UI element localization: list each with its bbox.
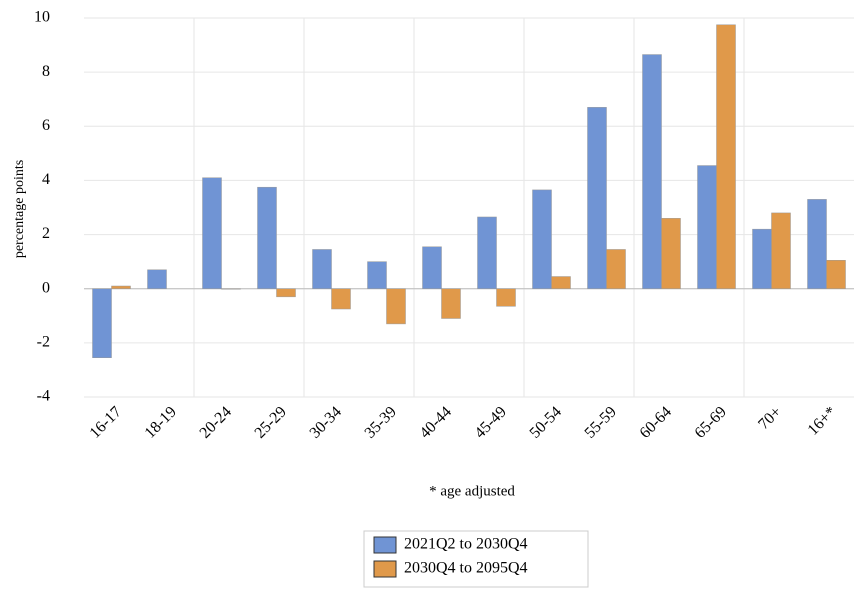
y-tick-label: 2 [42,225,50,242]
bar [257,186,277,289]
legend-box [363,530,589,588]
bar [202,177,222,289]
bar [532,189,552,289]
bar [477,216,497,289]
x-tick-label: 55-59 [582,403,620,441]
bar [276,288,296,298]
x-tick-label: 35-39 [362,403,400,441]
x-tick-label: 16-17 [87,403,125,441]
x-tick-label: 30-34 [307,403,345,441]
y-tick-label: -4 [37,388,50,405]
x-tick-label: 65-69 [692,403,730,441]
bar [92,288,112,358]
bar [367,261,387,289]
x-tick-label: 25-29 [252,403,290,441]
bar [496,288,516,307]
x-tick-label: 20-24 [197,403,235,441]
bar [771,212,791,289]
x-tick-label: 45-49 [472,403,510,441]
legend-label: 2030Q4 to 2095Q4 [404,560,528,577]
x-tick-label: 40-44 [417,403,455,441]
bar [807,199,827,289]
bar [661,218,681,289]
x-tick-label: 18-19 [142,403,180,441]
y-tick-label: 6 [42,117,50,134]
bar [111,285,131,289]
legend-label: 2021Q2 to 2030Q4 [404,536,528,553]
y-tick-label: 0 [42,279,50,296]
bar [331,288,351,310]
note: * age adjusted [429,483,515,499]
bar [752,228,772,289]
y-axis-label: percentage points [12,160,27,258]
x-tick-label: 70+ [755,403,785,433]
bar [826,260,846,289]
x-tick-label: 50-54 [527,403,565,441]
bar [587,107,607,289]
x-tick-label: 60-64 [637,403,675,441]
bar [312,249,332,289]
y-tick-label: 4 [42,171,50,188]
bar [716,24,736,289]
bar [422,246,442,289]
bar [551,276,571,289]
bar [441,288,461,319]
bar [606,249,626,289]
bar [386,288,406,325]
bar [697,165,717,289]
y-tick-label: 8 [42,63,50,80]
x-tick-label: 16+* [805,403,840,438]
legend-swatch [373,536,397,554]
y-tick-label: -2 [37,334,50,351]
legend-swatch [373,560,397,578]
bar [221,288,241,290]
bar [642,54,662,289]
bar [147,269,167,289]
y-tick-label: 10 [34,9,50,26]
